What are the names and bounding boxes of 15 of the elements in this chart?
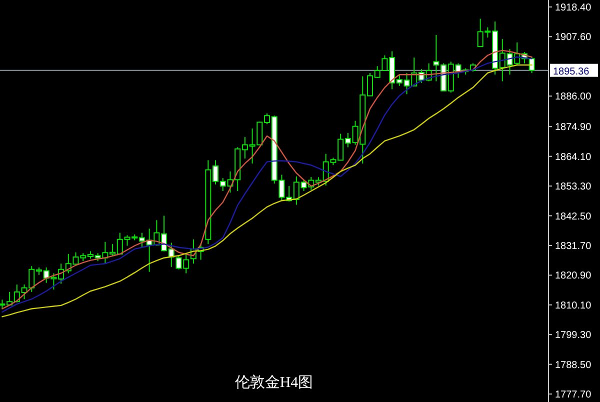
y-tick-label: 1788.50 bbox=[555, 360, 592, 371]
y-tick-label: 1907.60 bbox=[555, 32, 592, 44]
text: 伦敦金H4图 bbox=[234, 374, 314, 391]
y-tick-label: 1820.90 bbox=[555, 270, 592, 282]
y-tick-label: 1810.10 bbox=[555, 300, 592, 312]
ref-line-label: 1895.36 bbox=[553, 66, 590, 78]
y-tick-label: 1799.30 bbox=[555, 330, 592, 342]
y-tick-label: 1842.50 bbox=[555, 211, 592, 222]
y-tick-label: 1777.70 bbox=[555, 390, 592, 401]
y-tick-label: 1886.00 bbox=[555, 92, 592, 103]
y-tick-label: 1918.40 bbox=[555, 2, 592, 14]
y-tick-label: 1864.10 bbox=[555, 152, 592, 163]
y-tick-label: 1874.90 bbox=[555, 122, 592, 134]
y-tick-label: 1853.30 bbox=[555, 182, 592, 193]
y-tick-label: 1831.70 bbox=[555, 240, 592, 252]
